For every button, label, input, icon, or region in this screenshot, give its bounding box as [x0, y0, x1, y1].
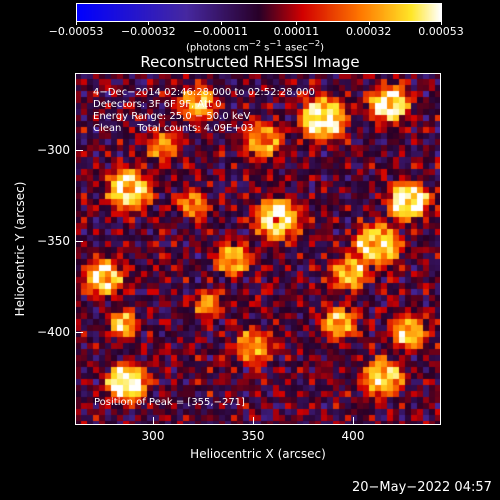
colorbar-tick-mark [368, 21, 370, 25]
x-tick-label: 350 [241, 429, 265, 443]
heatmap-image [75, 73, 441, 425]
detectors-text: Detectors: 3F 6F 9F, Att 0 [93, 99, 222, 110]
peak-position-text: Position of Peak = [355,−271] [94, 397, 245, 408]
colorbar-tick-mark [148, 21, 150, 25]
y-tick-label: −400 [37, 324, 70, 339]
colorbar-tick-labels: −0.00053 −0.00032 −0.00011 0.00011 0.00032 0.… [49, 25, 464, 39]
energy-range-text: Energy Range: 25.0 − 50.0 keV [93, 111, 251, 122]
colorbar-tick-mark [296, 21, 298, 25]
colorbar-tick-label: −0.00032 [120, 25, 176, 38]
x-axis: 300 350 400 [75, 417, 441, 447]
x-tick-mark [253, 417, 254, 425]
time-range-text: 4−Dec−2014 02:46:28.000 to 02:52:28.000 [93, 87, 315, 98]
y-tick-mark [75, 149, 83, 151]
colorbar-tick-label: 0.00053 [418, 25, 464, 38]
colorbar-tick-mark [441, 21, 442, 25]
colorbar-ticks [76, 21, 442, 25]
observation-info: 4−Dec−2014 02:46:28.000 to 02:52:28.000 … [93, 87, 393, 147]
colorbar-tick-label: −0.00053 [48, 25, 104, 38]
x-tick-label: 300 [141, 429, 165, 443]
y-tick-label: −300 [37, 142, 70, 157]
y-tick-label: −350 [37, 233, 70, 248]
y-tick-mark [75, 240, 83, 242]
chart-title: Reconstructed RHESSI Image [140, 53, 360, 71]
x-axis-label: Heliocentric X (arcsec) [190, 447, 326, 461]
colorbar-tick-label: 0.00032 [345, 25, 392, 38]
colorbar-tick-mark [220, 21, 222, 25]
colorbar-units-label: (photons cm−2 s−1 asec−2) [186, 38, 325, 54]
colorbar-tick-label: 0.00011 [273, 25, 320, 38]
clean-counts-text: Clean Total counts: 4.09E+03 [93, 123, 254, 134]
colorbar [76, 3, 442, 22]
footer-timestamp: 20−May−2022 04:57 [352, 480, 492, 495]
colorbar-tick-mark [76, 21, 77, 25]
x-tick-mark [353, 417, 354, 425]
x-tick-label: 400 [341, 429, 365, 443]
x-tick-mark [153, 417, 154, 425]
y-axis: −300 −350 −400 [20, 73, 83, 425]
y-tick-mark [75, 331, 83, 333]
plot-frame [75, 73, 441, 425]
colorbar-tick-label: −0.00011 [193, 25, 248, 38]
y-axis-label: Heliocentric Y (arcsec) [13, 181, 27, 317]
